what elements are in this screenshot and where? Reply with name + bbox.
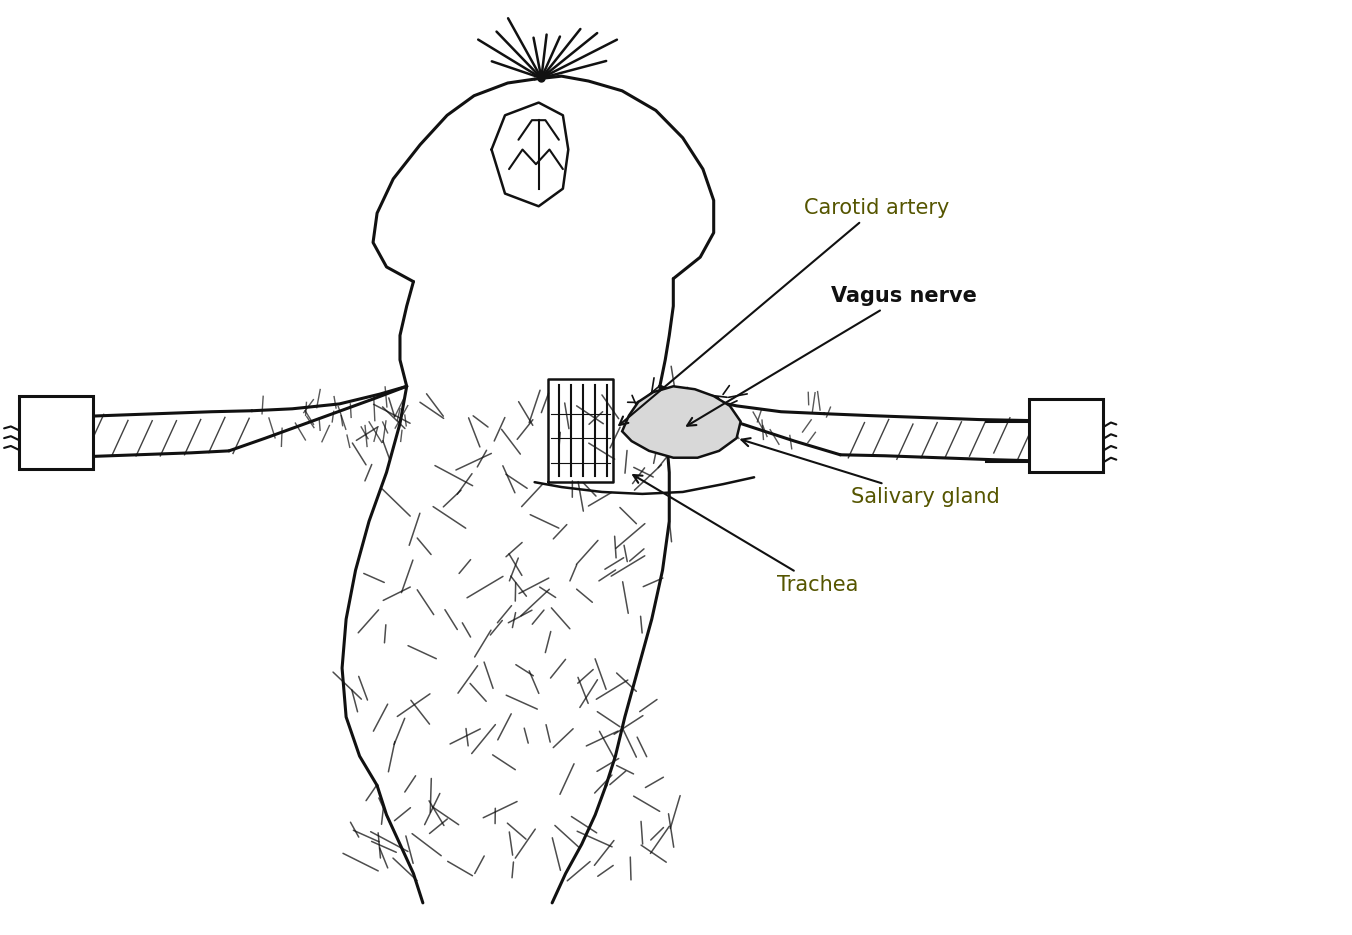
Bar <box>1029 399 1103 472</box>
Text: Trachea: Trachea <box>633 475 859 595</box>
Polygon shape <box>622 386 741 458</box>
Bar <box>19 396 93 469</box>
Text: Vagus nerve: Vagus nerve <box>687 286 976 425</box>
Text: Carotid artery: Carotid artery <box>619 198 949 425</box>
Text: Salivary gland: Salivary gland <box>741 439 999 507</box>
